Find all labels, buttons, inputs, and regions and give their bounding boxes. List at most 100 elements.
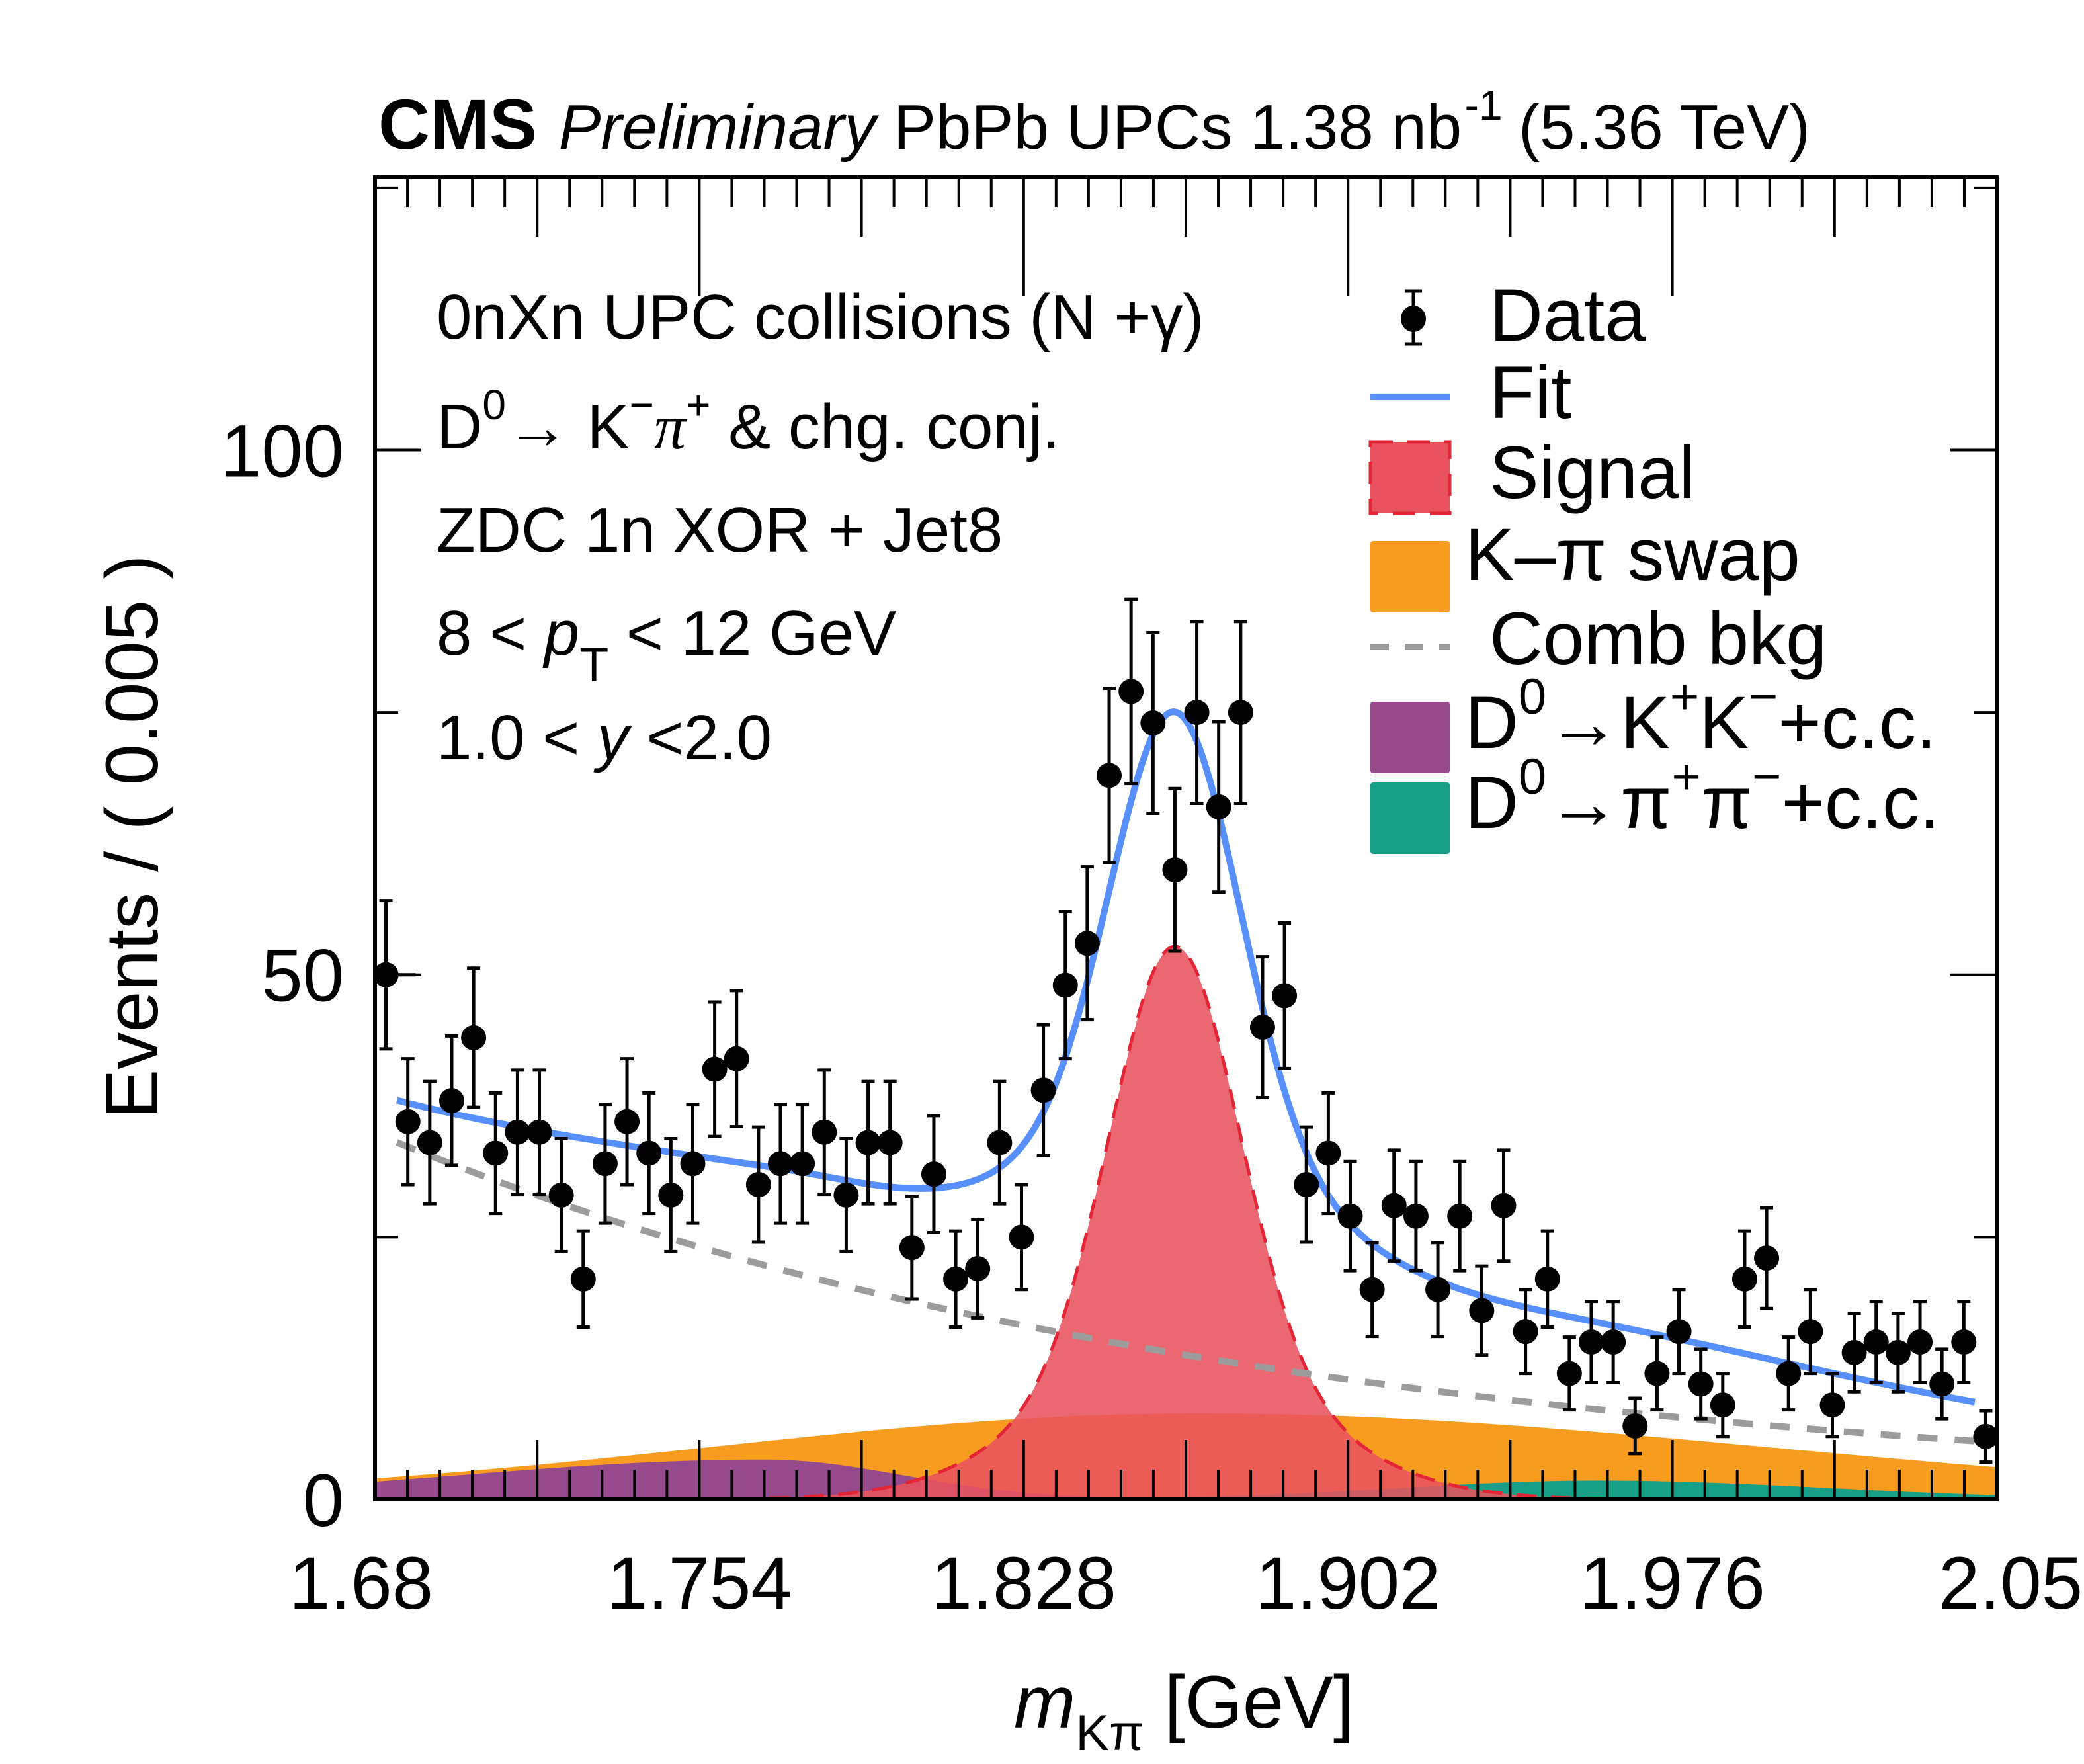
data-marker: [745, 1172, 771, 1198]
data-marker: [1534, 1266, 1560, 1292]
data-point: [658, 1136, 684, 1253]
legend-item-fit: Fit: [1370, 351, 1571, 434]
data-point: [1381, 1148, 1407, 1263]
info-decay-channel: D0→ K−π+ & chg. conj.: [437, 381, 1060, 462]
data-marker: [505, 1119, 530, 1145]
data-point: [1162, 786, 1188, 953]
data-point: [1228, 620, 1253, 806]
data-point: [1841, 1312, 1867, 1394]
data-point: [395, 1057, 421, 1187]
data-marker: [438, 1088, 464, 1114]
data-point: [1973, 1409, 1999, 1464]
data-marker: [548, 1182, 574, 1208]
data-marker: [1052, 972, 1078, 998]
legend-pipi-sup0: 0: [1519, 749, 1546, 805]
y-tick-label: 100: [220, 409, 344, 492]
data-marker: [1841, 1339, 1867, 1365]
data-point: [1009, 1183, 1034, 1292]
data-point: [1030, 1023, 1056, 1157]
data-marker: [1469, 1298, 1495, 1323]
data-point: [614, 1057, 640, 1187]
data-marker: [1929, 1371, 1955, 1397]
data-marker: [1140, 710, 1166, 735]
data-point: [1951, 1300, 1977, 1384]
data-marker: [1798, 1319, 1823, 1345]
legend-signal-label: Signal: [1489, 431, 1695, 514]
legend-swap-label: K–π swap: [1465, 513, 1800, 596]
info-pt-p: p: [542, 598, 579, 669]
info-conj: & chg. conj.: [710, 392, 1060, 462]
legend-pipi-cc: +c.c.: [1782, 761, 1940, 844]
data-marker: [1228, 700, 1253, 726]
data-point: [1579, 1300, 1604, 1384]
x-axis-title-m: m: [1014, 1661, 1075, 1743]
data-point: [1601, 1300, 1626, 1384]
legend-kk-sup2: −: [1749, 669, 1778, 725]
x-axis-title: mKπ [GeV]: [1014, 1661, 1354, 1761]
data-marker: [1381, 1193, 1407, 1218]
data-marker: [1074, 931, 1100, 956]
data-marker: [1907, 1329, 1933, 1355]
legend-kk-k: K: [1699, 681, 1749, 764]
data-point: [438, 1034, 464, 1167]
data-marker: [1776, 1361, 1802, 1386]
data-point: [745, 1125, 771, 1244]
legend-pipi-label: D0→π+π−+c.c.: [1465, 749, 1940, 844]
data-point: [1140, 631, 1166, 815]
data-marker: [1579, 1329, 1604, 1355]
selection-info: 0nXn UPC collisions (N +γ) D0→ K−π+ & ch…: [437, 282, 1204, 773]
data-marker: [899, 1235, 925, 1261]
data-marker: [877, 1130, 903, 1155]
data-marker: [1710, 1392, 1735, 1418]
experiment-label: CMS: [378, 84, 537, 164]
data-point: [987, 1079, 1013, 1206]
info-pt-sub: T: [579, 639, 608, 692]
data-point: [1644, 1335, 1670, 1412]
data-point: [833, 1136, 859, 1253]
legend-kk-d: D: [1465, 681, 1519, 764]
kk-area: [375, 1459, 1997, 1499]
data-point: [548, 1136, 574, 1253]
data-point: [1118, 597, 1144, 786]
data-point: [724, 989, 749, 1128]
data-marker: [1491, 1193, 1517, 1218]
legend-pipi-pi: π: [1701, 761, 1752, 844]
pipi-area: [375, 1480, 1997, 1499]
data-marker: [1337, 1203, 1363, 1229]
data-point: [877, 1079, 903, 1206]
tick-labels: 1.68 1.754 1.828 1.902 1.976 2.05 0 50 100: [220, 409, 2083, 1624]
data-marker: [1249, 1015, 1275, 1040]
data-point: [768, 1103, 793, 1225]
data-point: [1315, 1091, 1341, 1216]
legend-kk-arrow: →K: [1546, 681, 1670, 764]
info-k-sup: −: [630, 381, 654, 429]
data-marker: [921, 1161, 946, 1187]
data-point: [680, 1103, 706, 1225]
data-point: [1425, 1241, 1451, 1339]
data-marker: [526, 1119, 552, 1145]
data-point: [417, 1079, 442, 1206]
y-axis-title: Events / ( 0.005 ): [91, 555, 173, 1119]
legend-pipi-sup1: +: [1671, 749, 1700, 805]
x-tick-label: 1.754: [606, 1542, 792, 1624]
data-point: [526, 1068, 552, 1197]
info-trigger: ZDC 1n XOR + Jet8: [437, 495, 1003, 566]
data-marker: [702, 1056, 728, 1082]
data-point: [505, 1068, 530, 1197]
data-point: [921, 1114, 946, 1235]
data-marker: [1513, 1319, 1538, 1345]
legend-pipi-d: D: [1465, 761, 1519, 844]
info-pt-range: 8 < pT < 12 GeV: [437, 598, 896, 692]
data-point: [943, 1229, 969, 1329]
legend-item-data: Data: [1401, 274, 1646, 357]
data-point: [1337, 1159, 1363, 1273]
data-point: [1819, 1372, 1845, 1439]
legend-kk-cc: +c.c.: [1778, 681, 1937, 764]
data-point: [1754, 1206, 1780, 1310]
data-point: [1294, 1125, 1319, 1244]
legend-kk-label: D0→K+K−+c.c.: [1465, 669, 1937, 764]
data-marker: [1447, 1203, 1473, 1229]
info-y-lo: 1.0 <: [437, 702, 597, 773]
data-point: [636, 1091, 662, 1216]
